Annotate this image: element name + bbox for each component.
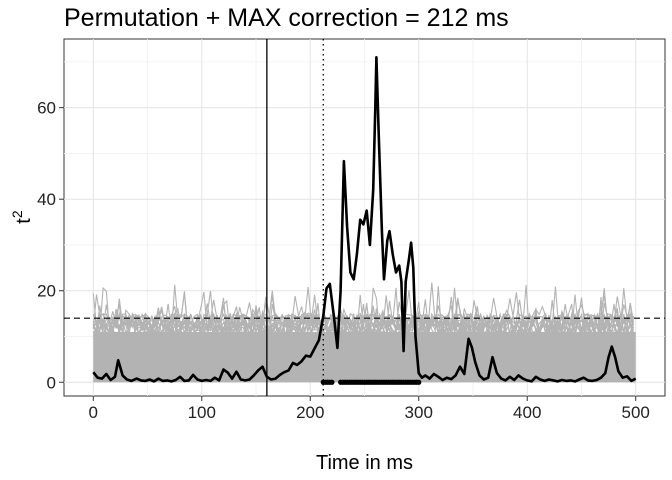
y-tick-label: 0 [47,373,56,392]
y-axis-label-superscript: 2 [9,210,25,218]
series-line [92,56,637,383]
x-tick-label: 300 [405,403,433,422]
reference-lines [64,39,665,396]
permutation-trace [92,290,635,338]
significant-point [416,379,422,385]
x-tick-label: 100 [188,403,216,422]
x-tick-label: 500 [622,403,650,422]
permutation-band-fill [93,331,636,383]
x-tick-label: 400 [513,403,541,422]
significant-point [329,379,335,385]
x-axis-label: Time in ms [316,452,413,474]
y-axis-label: t2 [9,210,35,224]
y-axis-label-base: t [13,218,35,224]
y-tick-label: 20 [37,282,56,301]
x-tick-label: 200 [296,403,324,422]
permutation-band [92,282,636,383]
y-tick-label: 40 [37,190,56,209]
permutation-trace [92,287,635,339]
y-tick-label: 60 [37,99,56,118]
permutation-trace [93,282,634,339]
axes: 0 100 200 300 400 500 0 20 40 60 [37,99,650,422]
series-layer [92,56,637,383]
significant-points [320,379,422,385]
x-tick-label: 0 [89,403,98,422]
chart-title: Permutation + MAX correction = 212 ms [64,4,509,32]
